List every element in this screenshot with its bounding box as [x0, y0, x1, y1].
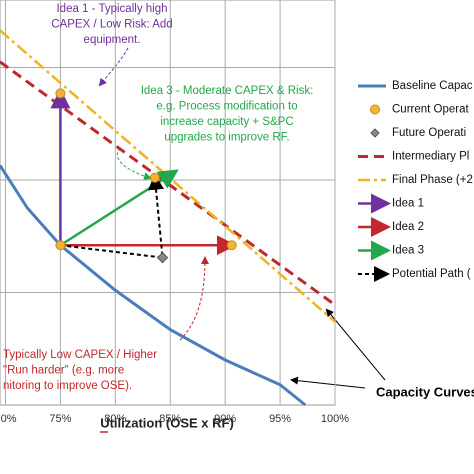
legend-label: Potential Path ( — [392, 268, 471, 280]
data-point — [149, 172, 160, 183]
legend-label: Idea 3 — [392, 245, 424, 257]
legend-label: Idea 2 — [392, 221, 424, 233]
data-point — [156, 251, 169, 264]
data-point — [55, 88, 66, 99]
curve — [0, 29, 336, 323]
x-tick-label: 75% — [49, 413, 71, 425]
legend-label: Intermediary Pl — [392, 151, 469, 163]
callout-arrow — [290, 376, 366, 389]
annotation: Capacity Curves — [376, 384, 474, 399]
x-tick-label: 80% — [104, 413, 126, 425]
curve — [0, 164, 307, 407]
annotation: upgrades to improve RF. — [164, 132, 289, 144]
legend-symbol — [370, 128, 380, 138]
annotation: equipment. — [84, 34, 141, 46]
x-axis-label: Utilization (OSE x RF) — [100, 415, 234, 430]
annotation: Idea 1 - Typically high — [56, 3, 167, 15]
data-point — [55, 240, 66, 251]
legend-symbol — [370, 104, 380, 115]
legend-label: Current Operat — [392, 104, 470, 116]
curve — [0, 60, 336, 307]
x-tick-label: 100% — [321, 413, 349, 425]
callout-arrow — [98, 47, 129, 87]
x-tick-label: 85% — [159, 413, 181, 425]
x-tick-label: 90% — [214, 413, 236, 425]
annotation: CAPEX / Low Risk: Add — [51, 19, 172, 31]
annotation: nitoring to improve OSE). — [3, 380, 132, 392]
x-tick-label: 70% — [0, 413, 17, 425]
arrow — [59, 169, 179, 247]
legend-label: Baseline Capac — [392, 80, 473, 92]
callout-arrow — [325, 308, 386, 381]
annotation: Typically Low CAPEX / Higher — [3, 349, 157, 361]
annotation: e.g. Process modification to — [156, 101, 297, 113]
data-point — [226, 240, 237, 251]
callout-arrow — [117, 147, 152, 181]
annotation: Idea 3 - Moderate CAPEX & Risk: — [141, 85, 314, 97]
annotation: increase capacity + S&PC — [160, 116, 293, 128]
plot-frame — [0, 0, 336, 406]
legend-label: Idea 1 — [392, 198, 424, 210]
arrow — [60, 173, 164, 259]
legend-label: Future Operati — [392, 127, 466, 139]
x-tick-label: 95% — [269, 413, 291, 425]
callout-arrow — [179, 256, 209, 341]
legend-label: Final Phase (+2 — [392, 174, 473, 186]
annotation: "Run harder" (e.g. more — [3, 365, 124, 377]
